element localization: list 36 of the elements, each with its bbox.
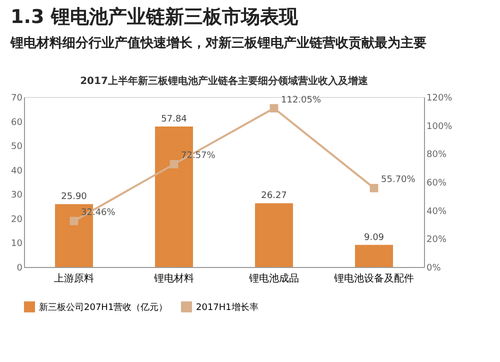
data-label: 55.70%: [381, 175, 416, 186]
x-tick-label: 上游原料: [54, 272, 94, 284]
point: [70, 216, 78, 226]
data-label: 112.05%: [281, 95, 322, 106]
y2-tick-label: 40%: [426, 206, 447, 217]
y-tick-label: 10: [11, 239, 23, 250]
y-tick-label: 60: [11, 118, 23, 128]
data-label: 26.27: [261, 191, 287, 202]
y2-tick-label: 80%: [426, 150, 447, 160]
bar: [355, 244, 393, 267]
point: [270, 104, 278, 112]
y-tick-label: 30: [11, 190, 23, 201]
legend-label: 新三板公司207H1营收（亿元）: [39, 302, 168, 313]
y2-tick-label: 20%: [426, 235, 447, 246]
chart-title: 1.3 锂电池产业链新三板市场表现: [10, 6, 299, 28]
point: [370, 184, 378, 192]
y2-tick-label: 100%: [426, 122, 453, 132]
y2-tick-label: 60%: [426, 178, 447, 188]
legend-label: 2017H1增长率: [196, 302, 258, 313]
y-tick-label: 0: [16, 264, 23, 274]
bar: [255, 203, 293, 267]
point: [170, 160, 178, 168]
text: 2017上半年新三板锂电池产业链各主要细分领域营业收入及增速: [80, 75, 369, 87]
y-tick-label: 40: [11, 166, 23, 176]
y-tick-label: 70: [11, 94, 23, 104]
data-label: 57.84: [161, 114, 188, 125]
x-tick-label: 锂电材料: [153, 272, 194, 284]
y2-tick-label: 0%: [426, 264, 442, 274]
x-tick-label: 锂电池设备及配件: [333, 272, 414, 284]
x-tick-label: 锂电池成品: [248, 272, 299, 284]
data-label: 25.90: [61, 192, 88, 202]
y-tick-label: 20: [11, 214, 23, 225]
y-tick-label: 50: [11, 142, 23, 152]
chart-subtitle: 锂电材料细分行业产值快速增长，对新三板锂电产业链营收贡献最为主要: [10, 35, 427, 51]
y2-tick-label: 120%: [426, 94, 453, 104]
data-label: 9.09: [364, 232, 384, 243]
